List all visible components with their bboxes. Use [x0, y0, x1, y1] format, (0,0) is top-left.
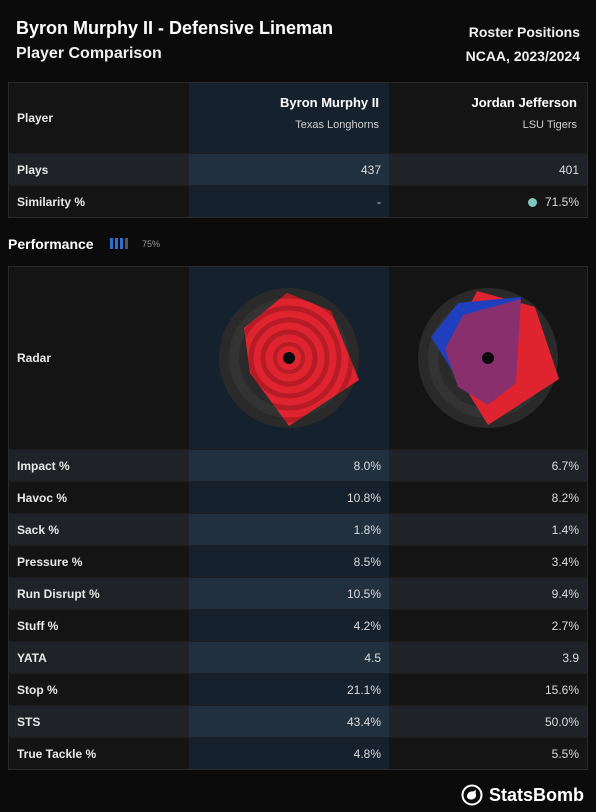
player-label-cell: Player	[9, 83, 189, 153]
metric-row: Pressure % 8.5% 3.4%	[9, 545, 587, 577]
player1-similarity: -	[377, 194, 381, 209]
report-header: Byron Murphy II - Defensive Lineman Play…	[0, 0, 596, 80]
radar-overlap-shape	[445, 299, 521, 405]
player1-metric-value: 8.0%	[353, 458, 381, 473]
player2-plays: 401	[558, 162, 579, 177]
player2-metric-value: 3.9	[562, 650, 579, 665]
player2-name: Jordan Jefferson	[471, 95, 577, 110]
performance-percent: 75%	[142, 239, 161, 249]
player2-metric-value: 1.4%	[551, 522, 579, 537]
perf-bar-3	[120, 238, 123, 249]
perf-bar-4	[125, 238, 128, 249]
footer-brand: StatsBomb	[461, 784, 584, 806]
performance-table: Radar	[8, 266, 588, 770]
player1-metric-value: 8.5%	[353, 554, 381, 569]
player2-similarity-wrap: 71.5%	[527, 194, 579, 209]
metric-row: Impact % 8.0% 6.7%	[9, 449, 587, 481]
metric-row: Run Disrupt % 10.5% 9.4%	[9, 577, 587, 609]
metric-row: Sack % 1.8% 1.4%	[9, 513, 587, 545]
player1-metric-value: 21.1%	[346, 682, 381, 697]
player1-metric-value: 10.8%	[346, 490, 381, 505]
player1-plays: 437	[360, 162, 381, 177]
player2-metric-value: 3.4%	[551, 554, 579, 569]
similarity-label: Similarity %	[17, 194, 86, 209]
player1-radar-chart	[219, 288, 359, 428]
plays-label: Plays	[17, 162, 49, 177]
metric-row: Stuff % 4.2% 2.7%	[9, 609, 587, 641]
player2-radar-cell	[389, 267, 587, 449]
player2-header-cell: Jordan Jefferson LSU Tigers	[389, 83, 587, 153]
player2-metric-value: 5.5%	[551, 746, 579, 761]
player1-metric-value: 4.2%	[353, 618, 381, 633]
plays-row: Plays 437 401	[9, 153, 587, 185]
metric-row: Havoc % 10.8% 8.2%	[9, 481, 587, 513]
perf-bar-1	[110, 238, 113, 249]
player2-metric-value: 6.7%	[551, 458, 579, 473]
metric-row: STS 43.4% 50.0%	[9, 705, 587, 737]
metric-label: YATA	[17, 650, 47, 665]
player-label: Player	[17, 111, 54, 125]
performance-title: Performance	[8, 236, 94, 252]
player2-team: LSU Tigers	[522, 119, 577, 131]
radar-row: Radar	[9, 267, 587, 449]
player2-metric-value: 8.2%	[551, 490, 579, 505]
metric-label: Havoc %	[17, 490, 68, 505]
radar-center-dot	[283, 352, 295, 364]
similarity-dot-icon	[527, 197, 537, 207]
metric-label: Impact %	[17, 458, 70, 473]
brand-name: StatsBomb	[488, 784, 584, 805]
player2-metric-value: 50.0%	[544, 714, 579, 729]
player2-radar-chart	[418, 288, 559, 428]
player1-metric-value: 4.5	[364, 650, 381, 665]
player-header-row: Player Byron Murphy II Texas Longhorns J…	[9, 83, 587, 153]
roster-positions-label: Roster Positions	[468, 24, 580, 40]
metric-row: YATA 4.5 3.9	[9, 641, 587, 673]
metric-row: Stop % 21.1% 15.6%	[9, 673, 587, 705]
performance-bars-icon	[110, 238, 128, 249]
player1-metric-value: 43.4%	[346, 714, 381, 729]
metric-label: True Tackle %	[17, 746, 97, 761]
player2-similarity: 71.5%	[544, 194, 579, 209]
similarity-row: Similarity % - 71.5%	[9, 185, 587, 217]
metric-label: STS	[17, 714, 41, 729]
player1-header-cell: Byron Murphy II Texas Longhorns	[189, 83, 389, 153]
player1-name: Byron Murphy II	[280, 95, 379, 110]
metric-label: Stuff %	[17, 618, 59, 633]
competition-season-label: NCAA, 2023/2024	[465, 48, 580, 64]
player-info-table: Player Byron Murphy II Texas Longhorns J…	[8, 82, 588, 218]
player2-metric-value: 9.4%	[551, 586, 579, 601]
metric-label: Run Disrupt %	[17, 586, 100, 601]
metric-label: Sack %	[17, 522, 60, 537]
statsbomb-logo-icon	[461, 784, 483, 806]
radar-label: Radar	[17, 351, 52, 365]
metric-label: Stop %	[17, 682, 58, 697]
player1-radar-cell	[189, 267, 389, 449]
radar-center-dot	[482, 352, 494, 364]
player2-metric-value: 15.6%	[544, 682, 579, 697]
player1-metric-value: 1.8%	[353, 522, 381, 537]
metric-label: Pressure %	[17, 554, 83, 569]
metric-row: True Tackle % 4.8% 5.5%	[9, 737, 587, 769]
page-title: Byron Murphy II - Defensive Lineman	[16, 18, 334, 38]
perf-bar-2	[115, 238, 118, 249]
player1-metric-value: 4.8%	[353, 746, 381, 761]
page-subtitle: Player Comparison	[16, 45, 162, 62]
player1-team: Texas Longhorns	[295, 119, 379, 131]
player1-metric-value: 10.5%	[346, 586, 381, 601]
player2-metric-value: 2.7%	[551, 618, 579, 633]
